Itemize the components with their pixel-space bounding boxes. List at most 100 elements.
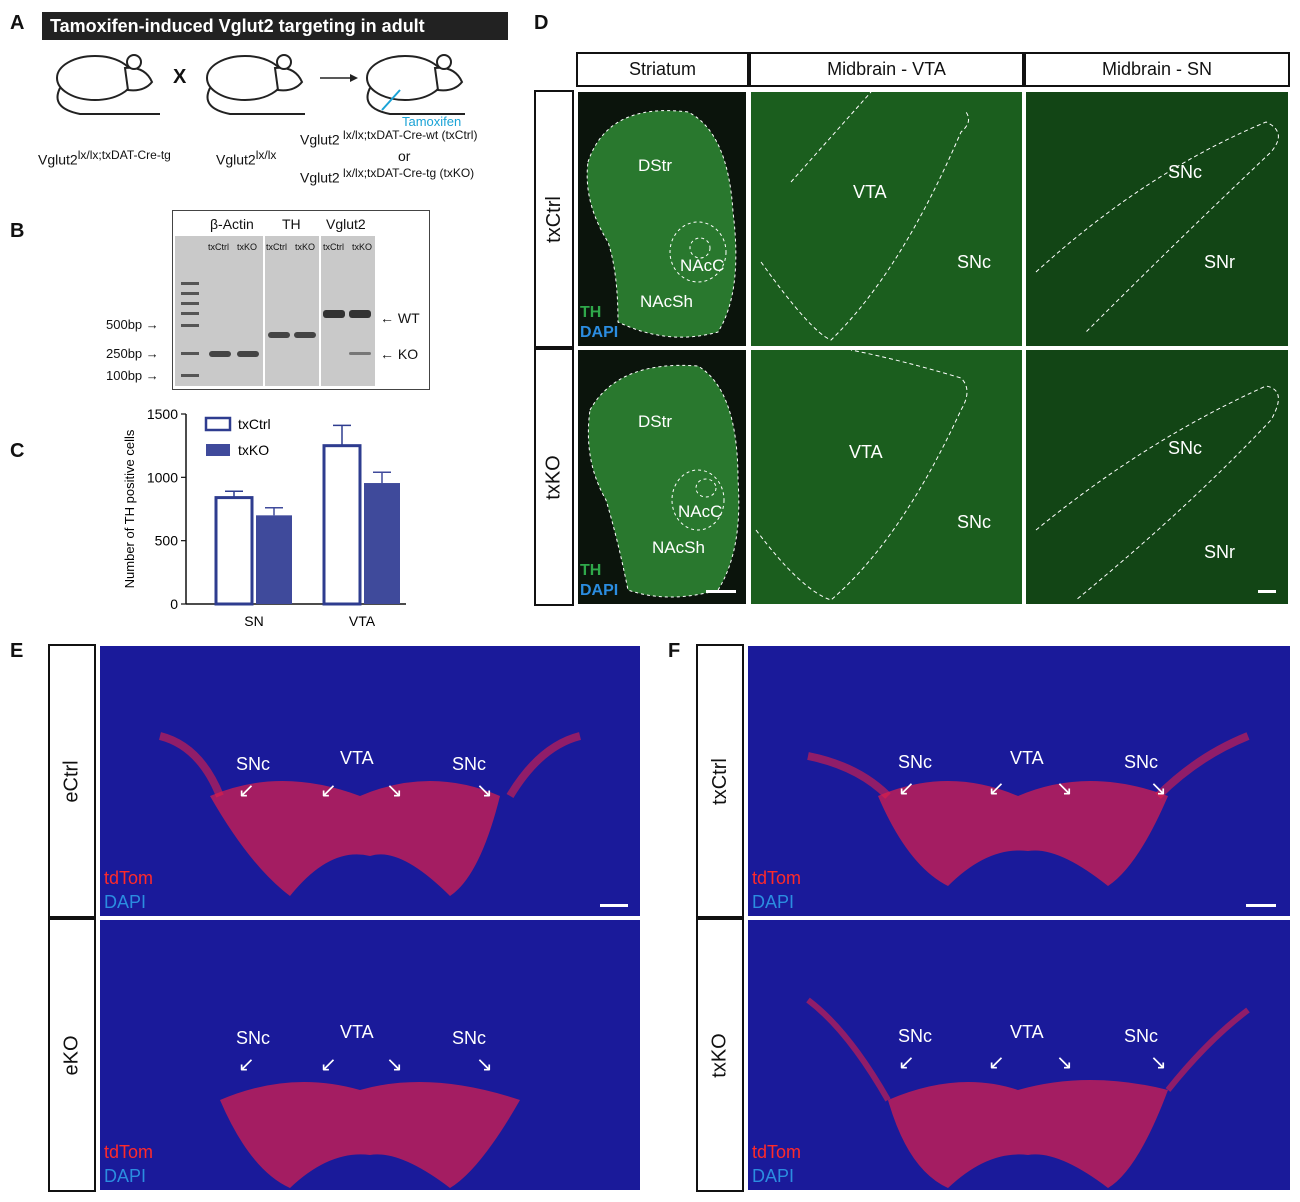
region-label: VTA	[853, 182, 887, 202]
stain-label-tdtom: tdTom	[104, 1142, 154, 1162]
region-label: SNc	[1124, 1026, 1159, 1046]
region-label: SNc	[957, 252, 992, 272]
stain-label-th: TH	[580, 562, 602, 579]
cross-symbol: X	[173, 66, 187, 88]
scale-bar	[706, 590, 736, 593]
y-tick-label: 0	[170, 596, 178, 612]
panel-label-b: B	[10, 220, 25, 242]
gel-group-label: Vglut2	[326, 216, 366, 232]
row-label-txctrl: txCtrl	[696, 644, 744, 918]
micrograph-f-txko: SNc VTA SNc ↙ ↙ ↘ ↘ tdTom DAPI	[748, 920, 1290, 1190]
x-tick-label: SN	[244, 613, 263, 629]
arrow-icon: ↘	[1056, 1052, 1073, 1074]
arrow-icon: ↙	[988, 1052, 1005, 1074]
panel-label-f: F	[668, 640, 681, 662]
arrow-icon: ↘	[476, 780, 493, 802]
column-header-vta: Midbrain - VTA	[749, 52, 1024, 87]
legend-label: txCtrl	[238, 416, 271, 432]
gel-lane-label: txCtrl	[266, 242, 287, 252]
th-cell-count-chart: 0 500 1000 1500 Number of TH positive cells S…	[122, 406, 406, 629]
y-tick-label: 1000	[147, 469, 178, 485]
region-label: SNc	[236, 1028, 271, 1048]
scale-bar	[600, 904, 628, 907]
gel-group-label: TH	[282, 216, 301, 232]
arrow-icon: ↘	[1150, 778, 1167, 800]
panel-label-e: E	[10, 640, 24, 662]
y-axis-label: Number of TH positive cells	[122, 429, 137, 588]
region-label: NAcSh	[640, 292, 693, 311]
stain-label-tdtom: tdTom	[752, 868, 802, 888]
gel-lane-label: txCtrl	[208, 242, 229, 252]
region-label: SNc	[898, 1026, 933, 1046]
region-label: SNc	[1168, 438, 1203, 458]
stain-label-dapi: DAPI	[104, 892, 147, 912]
legend-swatch	[206, 444, 230, 456]
region-label: NAcSh	[652, 538, 705, 557]
arrow-icon: ↙	[320, 1054, 337, 1076]
offspring2-genotype: Vglut2 lx/lx;txDAT-Cre-tg (txKO)	[300, 166, 475, 186]
stain-label-dapi: DAPI	[580, 582, 619, 599]
region-label: NAcC	[678, 502, 723, 521]
stain-label-dapi: DAPI	[580, 324, 619, 341]
stain-label-tdtom: tdTom	[104, 868, 154, 888]
stain-label-dapi: DAPI	[752, 892, 795, 912]
region-label: DStr	[638, 156, 672, 175]
gel-group-label: β-Actin	[210, 216, 254, 232]
mouse-icon	[206, 54, 305, 115]
stain-label-dapi: DAPI	[752, 1166, 795, 1186]
panel-label-c: C	[10, 440, 25, 462]
micrograph-ectrl: SNc VTA SNc ↙ ↙ ↘ ↘ tdTom DAPI	[100, 646, 640, 916]
scale-bar	[1246, 904, 1276, 907]
row-label-txko: txKO	[696, 918, 744, 1192]
arrow-icon: ↘	[476, 1054, 493, 1076]
gel-lane-label: txKO	[352, 242, 373, 252]
region-label: SNc	[1124, 752, 1159, 772]
legend-swatch	[204, 416, 232, 432]
arrow-icon: ↘	[1056, 778, 1073, 800]
region-label: SNr	[1204, 252, 1235, 272]
ladder-label: 500bp →	[106, 317, 159, 332]
region-label: SNc	[1168, 162, 1203, 182]
stain-label-dapi: DAPI	[104, 1166, 147, 1186]
micrograph-vta-txctrl: VTA SNc	[751, 92, 1022, 346]
region-label: SNc	[452, 754, 487, 774]
region-label: SNc	[898, 752, 933, 772]
gel-lane-label: txKO	[295, 242, 316, 252]
gel-lane-label: txKO	[237, 242, 258, 252]
stain-label-tdtom: tdTom	[752, 1142, 802, 1162]
bar-txCtrl	[322, 444, 362, 606]
row-label-eko: eKO	[48, 918, 96, 1192]
region-label: SNc	[452, 1028, 487, 1048]
gel-lane-label: txCtrl	[323, 242, 344, 252]
row-label-txctrl: txCtrl	[534, 90, 574, 348]
arrow-icon: ↘	[386, 1054, 403, 1076]
arrow-icon: ↙	[898, 778, 915, 800]
row-label-ectrl: eCtrl	[48, 644, 96, 918]
region-label: VTA	[1010, 748, 1044, 768]
micrograph-striatum-txko: DStr NAcC NAcSh TH DAPI	[578, 350, 746, 604]
micrograph-sn-txctrl: SNc SNr	[1026, 92, 1288, 346]
scale-bar	[1258, 590, 1276, 593]
region-label: NAcC	[680, 256, 725, 275]
arrow-icon: ↙	[238, 780, 255, 802]
column-header-striatum: Striatum	[576, 52, 749, 87]
column-header-sn: Midbrain - SN	[1024, 52, 1290, 87]
y-tick-label: 500	[155, 533, 179, 549]
stain-label-th: TH	[580, 304, 602, 321]
micrograph-eko: SNc VTA SNc ↙ ↙ ↘ ↘ tdTom DAPI	[100, 920, 640, 1190]
region-label: VTA	[1010, 1022, 1044, 1042]
tamoxifen-label: Tamoxifen	[402, 114, 462, 129]
arrow-icon: ↘	[386, 780, 403, 802]
panel-label-d: D	[534, 12, 549, 34]
y-tick-label: 1500	[147, 406, 178, 422]
panel-label-a: A	[10, 12, 25, 34]
arrow-icon: ↙	[238, 1054, 255, 1076]
micrograph-sn-txko: SNc SNr	[1026, 350, 1288, 604]
x-tick-label: VTA	[349, 613, 376, 629]
offspring1-genotype: Vglut2 lx/lx;txDAT-Cre-wt (txCtrl)	[300, 128, 478, 148]
parent2-genotype: Vglut2lx/lx	[216, 148, 277, 168]
region-label: SNc	[236, 754, 271, 774]
ladder-label: 250bp →	[106, 346, 159, 361]
region-label: SNc	[957, 512, 992, 532]
syringe-icon	[381, 89, 401, 111]
